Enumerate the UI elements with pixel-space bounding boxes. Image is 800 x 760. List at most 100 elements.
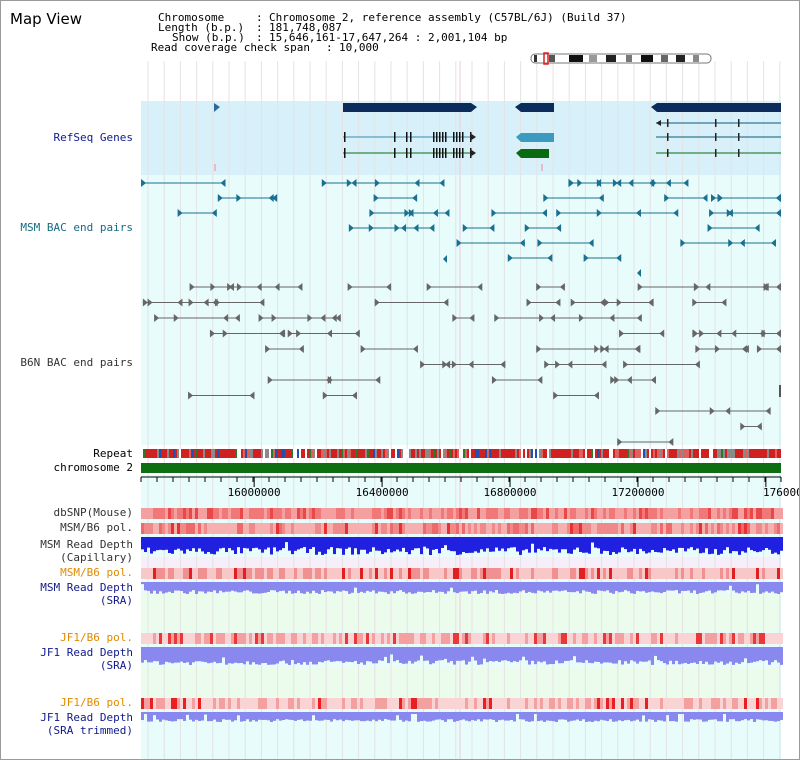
heat-cell	[348, 508, 351, 519]
repeat-cell	[629, 449, 631, 458]
repeat-cell	[515, 449, 517, 458]
heat-cell	[246, 698, 249, 709]
heat-cell	[183, 633, 186, 644]
repeat-cell	[645, 449, 647, 458]
depth-bar	[267, 537, 270, 548]
depth-bar	[369, 537, 372, 552]
depth-bar	[195, 647, 198, 662]
heat-cell	[279, 568, 282, 579]
depth-bar	[234, 712, 237, 721]
heat-cell	[702, 523, 705, 534]
bac-end-marker	[731, 329, 737, 338]
depth-bar	[690, 582, 693, 593]
depth-bar	[528, 582, 531, 592]
heat-cell	[285, 633, 288, 644]
depth-bar	[762, 582, 765, 593]
heat-cell	[162, 698, 165, 709]
depth-bar	[693, 537, 696, 551]
repeat-cell	[463, 449, 465, 458]
bac-end-marker	[477, 283, 483, 291]
heat-cell	[606, 698, 609, 709]
bac-end-marker	[297, 283, 303, 291]
heat-cell	[414, 523, 417, 534]
depth-bar	[228, 712, 231, 720]
heat-cell	[660, 568, 663, 579]
heat-cell	[726, 633, 729, 644]
depth-bar	[720, 712, 723, 722]
heat-cell	[711, 568, 714, 579]
heat-cell	[495, 508, 498, 519]
depth-bar	[273, 647, 276, 665]
heat-cell	[321, 633, 324, 644]
depth-bar	[747, 537, 750, 548]
heat-cell	[516, 633, 519, 644]
depth-bar	[585, 537, 588, 553]
heat-cell	[735, 698, 738, 709]
heat-cell	[483, 508, 486, 519]
bac-end-marker	[347, 283, 353, 291]
depth-bar	[663, 712, 666, 722]
heat-cell	[351, 698, 354, 709]
depth-bar	[162, 582, 165, 594]
heat-cell	[537, 568, 540, 579]
depth-bar	[441, 712, 444, 721]
heat-cell	[645, 698, 648, 709]
repeat-cell	[255, 449, 257, 458]
heat-cell	[438, 523, 441, 534]
heat-cell	[330, 523, 333, 534]
repeat-cell	[493, 449, 495, 458]
heat-cell	[546, 633, 549, 644]
depth-bar	[297, 647, 300, 663]
depth-bar	[300, 647, 303, 665]
heat-cell	[249, 633, 252, 644]
repeat-cell	[657, 449, 659, 458]
info-chromosome-value: Chromosome 2, reference assembly (C57BL/…	[269, 11, 627, 24]
depth-bar	[699, 537, 702, 554]
depth-bar	[573, 537, 576, 550]
heat-cell	[426, 508, 429, 519]
heat-cell	[303, 568, 306, 579]
heat-cell	[633, 568, 636, 579]
heat-cell	[744, 698, 747, 709]
repeat-cell	[361, 449, 363, 458]
heat-cell	[147, 633, 150, 644]
depth-bar	[279, 537, 282, 551]
depth-bar	[294, 537, 297, 551]
depth-bar	[147, 582, 150, 591]
heat-cell	[528, 633, 531, 644]
heat-cell	[387, 698, 390, 709]
bac-end-marker	[617, 438, 623, 446]
repeat-cell	[579, 449, 581, 458]
heat-cell	[192, 568, 195, 579]
heat-cell	[360, 568, 363, 579]
repeat-cell	[589, 449, 591, 458]
depth-bar	[153, 712, 156, 716]
depth-bar	[594, 712, 597, 721]
heat-cell	[774, 523, 777, 534]
heat-cell	[399, 523, 402, 534]
depth-bar	[303, 712, 306, 722]
depth-bar	[159, 647, 162, 665]
repeat-cell	[445, 449, 447, 458]
repeat-cell	[623, 449, 625, 458]
depth-bar	[477, 537, 480, 553]
depth-bar	[174, 712, 177, 722]
bac-end-marker	[568, 179, 574, 187]
repeat-cell	[703, 449, 705, 458]
depth-bar	[681, 647, 684, 664]
repeat-cell	[543, 449, 545, 458]
heat-cell	[633, 698, 636, 709]
heat-cell	[519, 698, 522, 709]
heat-cell	[333, 508, 336, 519]
ideogram-band	[641, 55, 653, 62]
depth-bar	[408, 647, 411, 661]
depth-bar	[426, 647, 429, 661]
depth-bar	[444, 582, 447, 594]
exon	[456, 132, 458, 142]
heat-cell	[336, 633, 339, 644]
exon	[667, 119, 669, 127]
bac-end-marker	[692, 298, 698, 307]
depth-bar	[402, 647, 405, 664]
gene-arrow	[470, 133, 476, 141]
